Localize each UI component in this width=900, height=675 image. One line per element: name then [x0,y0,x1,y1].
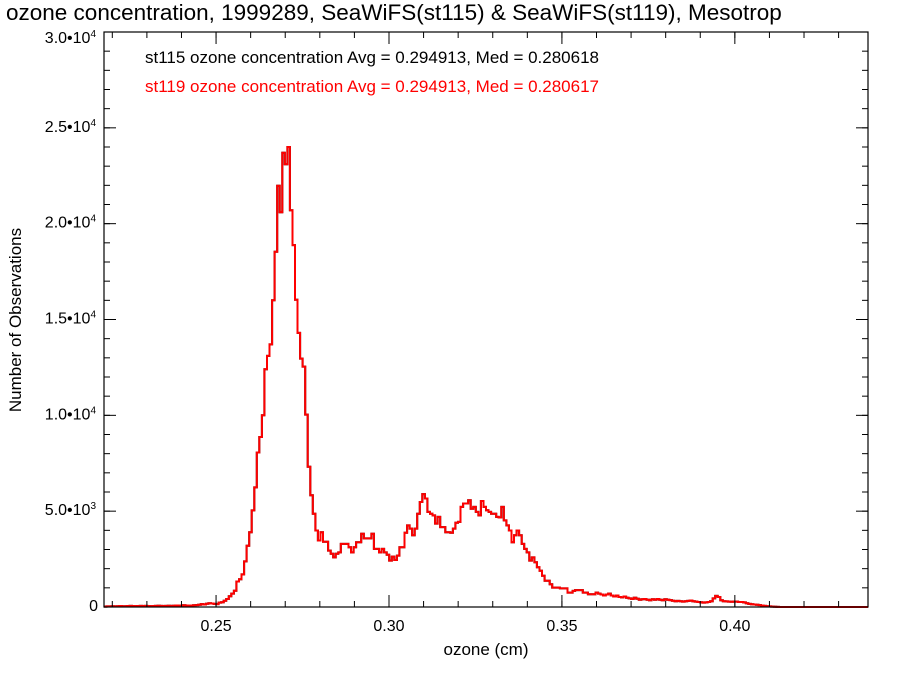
series-line-st119 [104,146,868,608]
x-tick-label: 0.25 [200,618,231,635]
y-tick-label: 1.5•104 [45,310,97,328]
y-tick-label: 1.0•104 [45,405,97,423]
x-tick-label: 0.40 [719,618,750,635]
series-line-st115 [104,146,868,608]
y-tick-label: 2.0•104 [45,214,97,232]
axes-layer: 0.25 0.30 0.35 0.40 0 5.0•103 1.0•104 1.5•104 2.… [45,29,868,635]
x-tick-label: 0.30 [373,618,404,635]
chart-title: ozone concentration, 1999289, SeaWiFS(st… [6,0,782,25]
legend-st119: st119 ozone concentration Avg = 0.294913… [145,77,599,96]
y-tick-label: 0 [89,598,98,615]
y-tick-label: 5.0•103 [45,501,97,519]
legend-st115: st115 ozone concentration Avg = 0.294913… [145,48,599,67]
y-tick-label: 3.0•104 [45,29,97,47]
series-layer [104,146,868,608]
y-tick-label: 2.5•104 [45,118,97,136]
plot-frame [103,31,869,608]
x-axis-label: ozone (cm) [443,640,528,659]
y-axis-label: Number of Observations [6,228,25,412]
x-tick-label: 0.35 [546,618,577,635]
